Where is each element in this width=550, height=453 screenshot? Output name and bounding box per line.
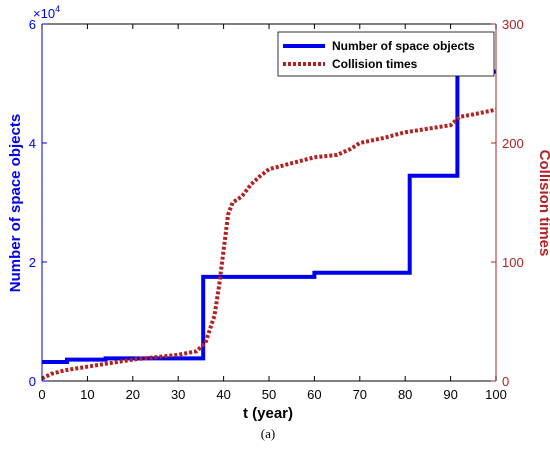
right-y-tick-label: 200: [502, 136, 524, 151]
left-y-axis-label: Number of space objects: [7, 114, 24, 292]
legend-label-collision-times: Collision times: [332, 57, 418, 71]
legend-label-space-objects: Number of space objects: [332, 39, 475, 53]
x-tick-label: 40: [216, 387, 230, 402]
x-tick-label: 80: [398, 387, 412, 402]
x-tick-label: 90: [443, 387, 457, 402]
series-line-1: [41, 107, 497, 381]
right-y-tick-label: 100: [502, 255, 524, 270]
left-y-tick-label: 0: [29, 374, 36, 389]
series-line-0: [42, 69, 496, 364]
x-tick-label: 30: [171, 387, 185, 402]
plot-area: [41, 69, 497, 381]
left-y-tick-label: 2: [29, 255, 36, 270]
legend: Number of space objects Collision times: [277, 31, 495, 77]
right-y-axis-label: Collision times: [536, 150, 550, 257]
left-y-tick-label: 4: [29, 136, 36, 151]
chart-text: t (year) Number of space objects Collisi…: [7, 4, 550, 441]
x-tick-label: 60: [307, 387, 321, 402]
y-multiplier-exponent: 4: [55, 4, 60, 14]
y-multiplier-base: ×10: [33, 6, 55, 21]
x-tick-label: 70: [353, 387, 367, 402]
x-tick-label: 50: [262, 387, 276, 402]
x-axis-label: t (year): [243, 405, 293, 422]
y-multiplier: ×104: [33, 4, 60, 21]
figure-caption: (a): [261, 426, 275, 441]
x-tick-label: 0: [38, 387, 45, 402]
legend-box: [277, 31, 495, 77]
x-tick-label: 10: [80, 387, 94, 402]
x-tick-label: 20: [126, 387, 140, 402]
left-y-tick-label: 6: [29, 17, 36, 32]
right-y-tick-label: 300: [502, 17, 524, 32]
right-y-tick-label: 0: [502, 374, 509, 389]
x-tick-label: 100: [485, 387, 507, 402]
